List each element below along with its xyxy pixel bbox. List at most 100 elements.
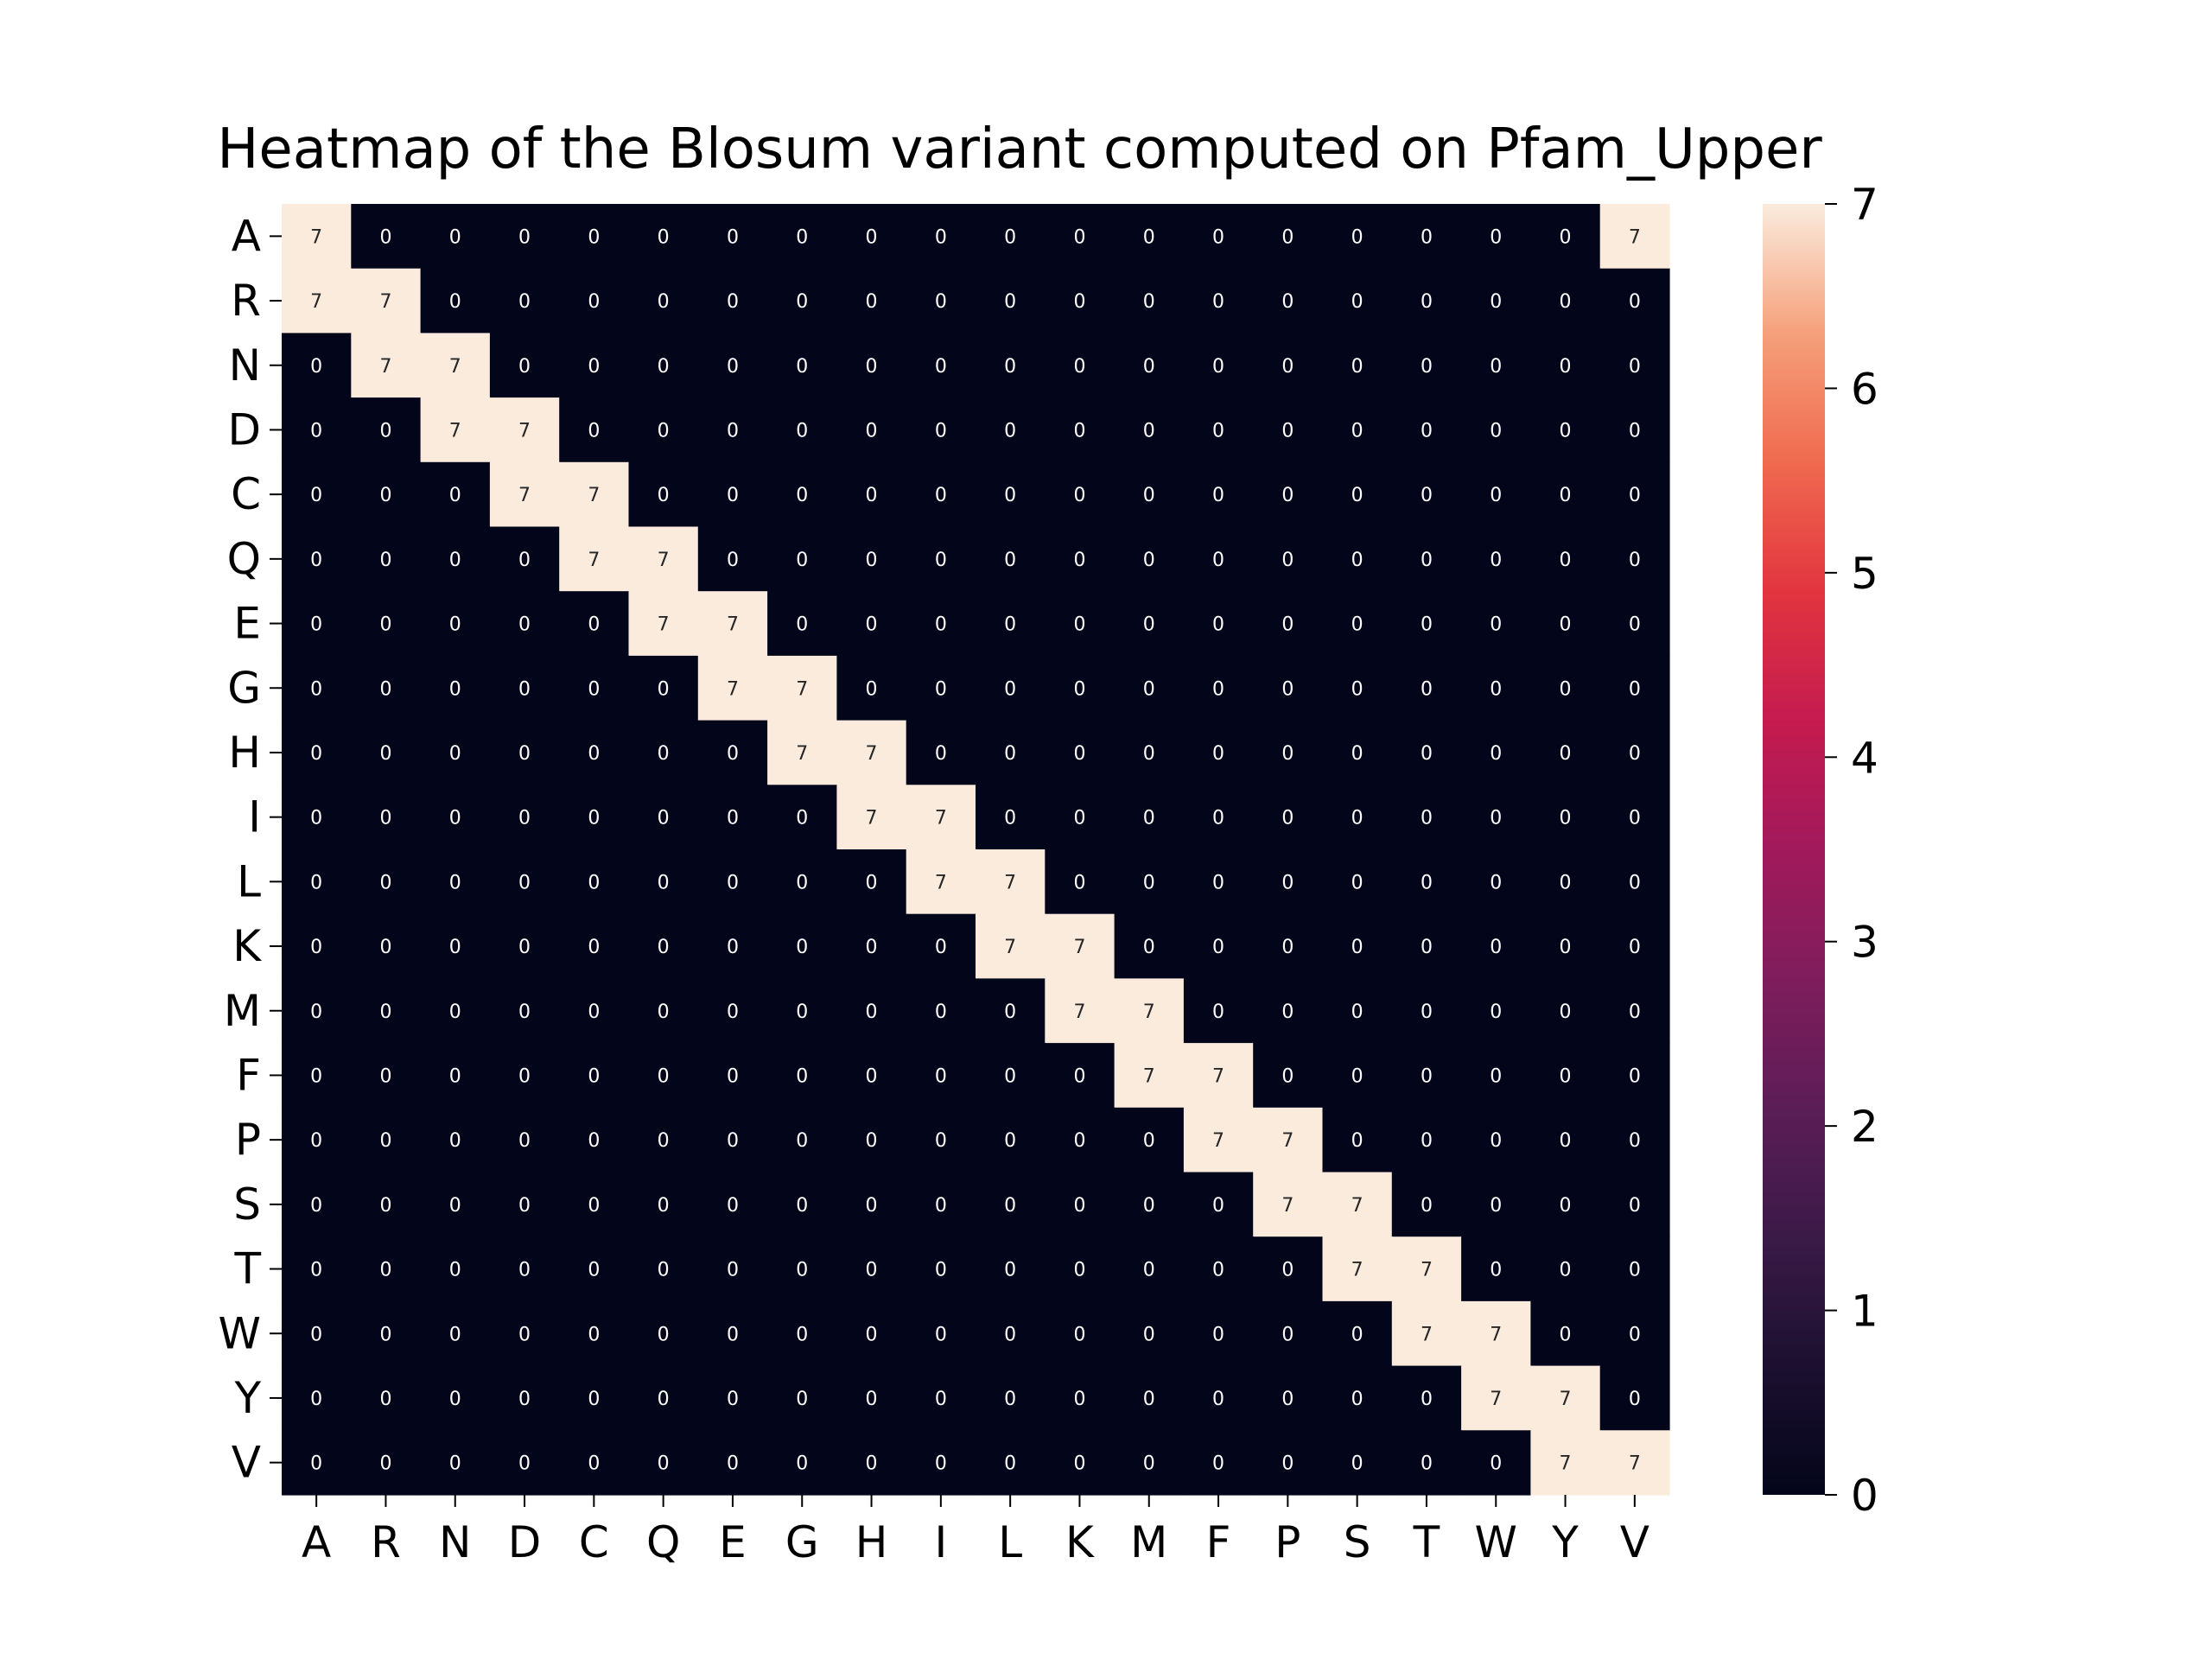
heatmap-cell — [282, 397, 352, 463]
heatmap-cell — [906, 785, 976, 850]
heatmap-cell — [489, 1300, 560, 1367]
heatmap-cell — [976, 526, 1046, 592]
cell-value-label: 0 — [310, 1195, 322, 1217]
heatmap-cell — [1045, 1430, 1116, 1496]
cell-value-label: 0 — [1212, 226, 1224, 248]
y-tick-label: R — [231, 276, 261, 326]
cell-value-label: 0 — [796, 1389, 808, 1410]
colorbar-axis: 0 1 2 3 4 5 6 7 — [1825, 180, 1878, 1521]
x-tick-label: A — [302, 1517, 331, 1567]
cell-value-label: 0 — [588, 420, 600, 442]
cell-value-label: 7 — [866, 743, 878, 765]
cell-value-label: 0 — [935, 1389, 947, 1410]
cell-value-label: 0 — [1490, 226, 1502, 248]
heatmap-cell — [1599, 397, 1670, 463]
cell-value-label: 0 — [1629, 1065, 1641, 1087]
heatmap-cell — [1114, 1365, 1185, 1431]
cell-value-label: 0 — [1212, 420, 1224, 442]
cell-value-label: 0 — [1421, 743, 1433, 765]
cell-value-label: 0 — [310, 1065, 322, 1087]
y-tick-label: L — [237, 856, 261, 906]
heatmap-cell — [1391, 655, 1462, 721]
cell-value-label: 0 — [449, 226, 461, 248]
heatmap-cell — [1322, 204, 1393, 270]
heatmap-cell — [282, 461, 352, 528]
heatmap-cell — [489, 1043, 560, 1109]
cell-value-label: 0 — [866, 1324, 878, 1345]
heatmap-cell — [767, 397, 837, 463]
cell-value-label: 0 — [1143, 420, 1155, 442]
cell-value-label: 0 — [727, 1130, 739, 1152]
cell-value-label: 0 — [1281, 872, 1294, 893]
x-tick-label: T — [1413, 1517, 1440, 1567]
cell-value-label: 0 — [310, 1260, 322, 1281]
cell-value-label: 0 — [1212, 1260, 1224, 1281]
heatmap-cell — [906, 268, 976, 334]
heatmap-cell — [1322, 720, 1393, 785]
cell-value-label: 7 — [935, 808, 947, 830]
cell-value-label: 0 — [727, 808, 739, 830]
heatmap-cell — [1461, 1430, 1531, 1496]
heatmap-cell — [420, 1172, 491, 1237]
x-tick-label: G — [785, 1517, 819, 1567]
heatmap-cell — [351, 268, 422, 334]
x-tick-label: I — [934, 1517, 947, 1567]
heatmap-cell — [1114, 1430, 1185, 1496]
cell-value-label: 7 — [1212, 1065, 1224, 1087]
cell-value-label: 0 — [935, 1324, 947, 1345]
cell-value-label: 0 — [1004, 226, 1016, 248]
cell-value-label: 0 — [866, 485, 878, 506]
cell-value-label: 0 — [379, 743, 391, 765]
cell-value-label: 0 — [1421, 291, 1433, 313]
cell-value-label: 0 — [1560, 420, 1572, 442]
cell-value-label: 0 — [658, 356, 670, 378]
cell-value-label: 0 — [866, 1260, 878, 1281]
cell-value-label: 0 — [518, 937, 531, 958]
cell-value-label: 0 — [310, 937, 322, 958]
cell-value-label: 0 — [866, 356, 878, 378]
heatmap-cell — [1461, 785, 1531, 850]
x-tick-label: D — [508, 1517, 542, 1567]
heatmap-cell — [836, 333, 907, 398]
heatmap-cell — [1114, 526, 1185, 592]
heatmap-cell — [351, 1043, 422, 1109]
heatmap-cell — [1322, 1365, 1393, 1431]
y-tick-label: M — [224, 986, 261, 1036]
heatmap-cell — [1114, 978, 1185, 1044]
heatmap-cell — [628, 591, 699, 657]
cell-value-label: 0 — [1629, 678, 1641, 700]
heatmap-cell — [420, 1236, 491, 1302]
cell-value-label: 0 — [588, 1001, 600, 1023]
heatmap-cell — [1253, 1430, 1324, 1496]
heatmap-cell — [1045, 1172, 1116, 1237]
heatmap-cell — [1599, 1107, 1670, 1173]
cell-value-label: 0 — [1143, 1324, 1155, 1345]
heatmap-cell — [628, 1107, 699, 1173]
cell-value-label: 0 — [1490, 743, 1502, 765]
heatmap-cell — [1183, 1300, 1254, 1367]
cell-value-label: 0 — [449, 808, 461, 830]
heatmap-cell — [1183, 1107, 1254, 1173]
cell-value-label: 0 — [1421, 485, 1433, 506]
cell-value-label: 0 — [1560, 1195, 1572, 1217]
heatmap-cell — [628, 913, 699, 979]
heatmap-cell — [976, 268, 1046, 334]
cell-value-label: 0 — [796, 291, 808, 313]
heatmap-cell — [559, 978, 630, 1044]
cell-value-label: 0 — [1629, 550, 1641, 571]
cell-value-label: 0 — [310, 356, 322, 378]
cell-value-label: 0 — [1490, 550, 1502, 571]
heatmap-cell — [628, 1043, 699, 1109]
heatmap-cell — [767, 268, 837, 334]
heatmap-cell — [1530, 268, 1601, 334]
cell-value-label: 0 — [449, 743, 461, 765]
cell-value-label: 0 — [449, 1453, 461, 1475]
cell-value-label: 0 — [935, 356, 947, 378]
heatmap-cell — [1253, 1236, 1324, 1302]
heatmap-cell — [976, 397, 1046, 463]
cell-value-label: 0 — [379, 872, 391, 893]
heatmap-cell — [351, 204, 422, 270]
cell-value-label: 0 — [1351, 420, 1363, 442]
heatmap-cell — [906, 1172, 976, 1237]
heatmap-cell — [1045, 268, 1116, 334]
